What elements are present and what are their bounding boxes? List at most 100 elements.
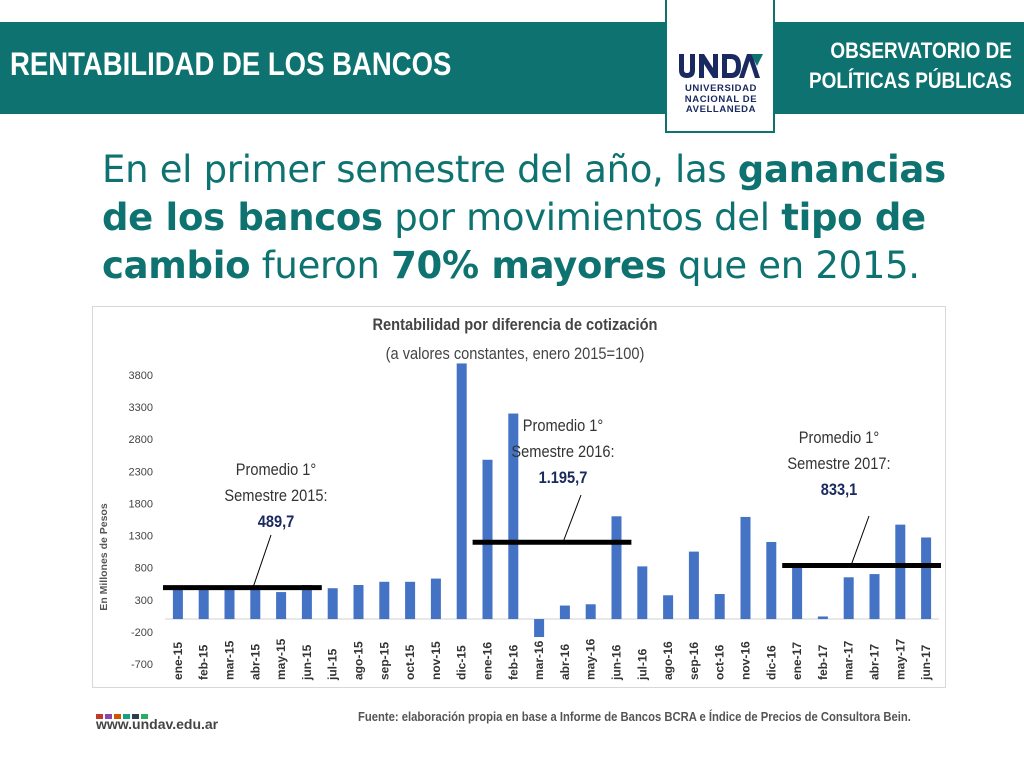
average-value-label: 833,1 <box>821 481 858 499</box>
header-bar: RENTABILIDAD DE LOS BANCOS OBSERVATORIO … <box>0 22 1024 114</box>
annotation-leader-line <box>252 534 272 588</box>
y-tick-label: 1800 <box>129 498 153 510</box>
x-category-label: ago-15 <box>352 641 366 680</box>
y-tick-label: 300 <box>135 595 153 607</box>
headline-text-2: por movimientos del <box>382 196 782 239</box>
x-category-label: jul-15 <box>326 648 340 681</box>
observatorio-line1: OBSERVATORIO DE <box>830 38 1012 63</box>
bar <box>895 524 906 620</box>
annotation-leader-line <box>562 494 582 543</box>
y-tick-label: 3300 <box>129 402 153 414</box>
x-category-label: jun-16 <box>610 644 624 681</box>
bar <box>921 537 932 620</box>
chart-subtitle: (a valores constantes, enero 2015=100) <box>386 345 645 363</box>
x-category-label: oct-15 <box>403 644 417 680</box>
average-label-line2: Semestre 2015: <box>224 487 327 505</box>
x-category-label: mar-16 <box>532 640 546 680</box>
x-category-label: dic-16 <box>764 645 778 680</box>
bar <box>430 578 441 620</box>
observatorio-label: OBSERVATORIO DE POLÍTICAS PÚBLICAS <box>809 36 1012 96</box>
x-category-label: sep-15 <box>377 642 391 680</box>
x-category-label: may-17 <box>893 638 907 680</box>
x-category-label: feb-17 <box>816 644 830 680</box>
x-category-label: mar-17 <box>842 640 856 680</box>
footer-dot <box>132 714 139 719</box>
headline: En el primer semestre del año, las ganan… <box>102 146 982 290</box>
observatorio-line2: POLÍTICAS PÚBLICAS <box>809 68 1012 93</box>
average-value-label: 489,7 <box>258 513 295 531</box>
footer-url-link[interactable]: www.undav.edu.ar <box>96 716 219 732</box>
x-category-label: ene-15 <box>171 642 185 680</box>
y-tick-label: -700 <box>131 659 153 671</box>
annotation-leader-line <box>850 515 870 566</box>
average-label-line1: Promedio 1° <box>236 461 317 479</box>
footer-source: Fuente: elaboración propia en base a Inf… <box>358 710 911 724</box>
y-tick-label: 1300 <box>129 531 153 543</box>
footer-dot <box>105 714 112 719</box>
x-category-label: jul-16 <box>635 648 649 681</box>
headline-text-4: que en 2015. <box>666 244 920 287</box>
x-category-label: nov-16 <box>739 641 753 680</box>
x-category-label: abr-16 <box>558 644 572 680</box>
x-category-label: may-15 <box>274 638 288 680</box>
logo-line1: UNIVERSIDAD <box>684 83 758 94</box>
x-category-label: oct-16 <box>713 644 727 680</box>
undav-logo: UNIVERSIDAD NACIONAL DE AVELLANEDA <box>665 0 775 133</box>
bar <box>766 541 777 620</box>
x-category-label: nov-15 <box>429 641 443 680</box>
bar <box>843 577 854 620</box>
x-category-label: sep-16 <box>687 642 701 680</box>
footer-dot <box>96 714 103 719</box>
bar <box>482 459 493 620</box>
average-label-line2: Semestre 2016: <box>511 443 614 461</box>
x-category-label: feb-15 <box>197 644 211 680</box>
bar <box>224 589 235 620</box>
y-tick-label: 3800 <box>129 370 153 382</box>
x-category-label: mar-15 <box>223 640 237 680</box>
bar <box>740 516 751 620</box>
bar <box>198 588 209 620</box>
headline-text-3: fueron <box>250 244 392 287</box>
x-category-label: ene-16 <box>481 642 495 680</box>
average-label-line1: Promedio 1° <box>799 429 880 447</box>
x-category-label: ene-17 <box>790 642 804 680</box>
y-tick-label: -200 <box>131 627 153 639</box>
bar <box>663 595 674 620</box>
page-title: RENTABILIDAD DE LOS BANCOS <box>10 46 452 82</box>
y-tick-label: 2800 <box>129 434 153 446</box>
logo-line2: NACIONAL DE <box>684 93 758 105</box>
chart-container: Rentabilidad por diferencia de cotizació… <box>92 306 946 688</box>
x-category-label: feb-16 <box>506 644 520 680</box>
bar <box>559 605 570 620</box>
y-tick-label: 800 <box>135 563 153 575</box>
x-category-label: jun-15 <box>300 644 314 681</box>
headline-bold-3: 70% mayores <box>391 244 667 287</box>
bar <box>405 581 416 620</box>
chart-title: Rentabilidad por diferencia de cotizació… <box>373 316 658 334</box>
bar <box>611 516 622 620</box>
bar <box>688 551 699 620</box>
average-value-label: 1.195,7 <box>539 469 588 487</box>
bar <box>792 565 803 620</box>
x-category-label: dic-15 <box>455 645 469 680</box>
footer-dot <box>114 714 121 719</box>
y-tick-label: 2300 <box>129 466 153 478</box>
bar <box>172 586 183 620</box>
logo-line3: AVELLANEDA <box>685 104 757 115</box>
x-category-label: abr-17 <box>868 644 882 680</box>
bar <box>276 592 287 620</box>
bar <box>817 616 828 620</box>
bar <box>508 413 519 620</box>
bar <box>379 581 390 620</box>
headline-bold-1: ganancias de los bancos <box>102 148 946 239</box>
bar <box>534 619 545 638</box>
bar <box>353 585 364 620</box>
footer-dot <box>141 714 148 719</box>
x-category-label: jun-17 <box>919 644 933 681</box>
x-category-label: may-16 <box>584 638 598 680</box>
bar <box>637 566 648 620</box>
logo-text: UNIVERSIDAD NACIONAL DE AVELLANEDA <box>675 83 767 116</box>
bar <box>327 588 338 620</box>
bar <box>250 588 261 620</box>
bar-chart: Rentabilidad por diferencia de cotizació… <box>98 316 941 681</box>
